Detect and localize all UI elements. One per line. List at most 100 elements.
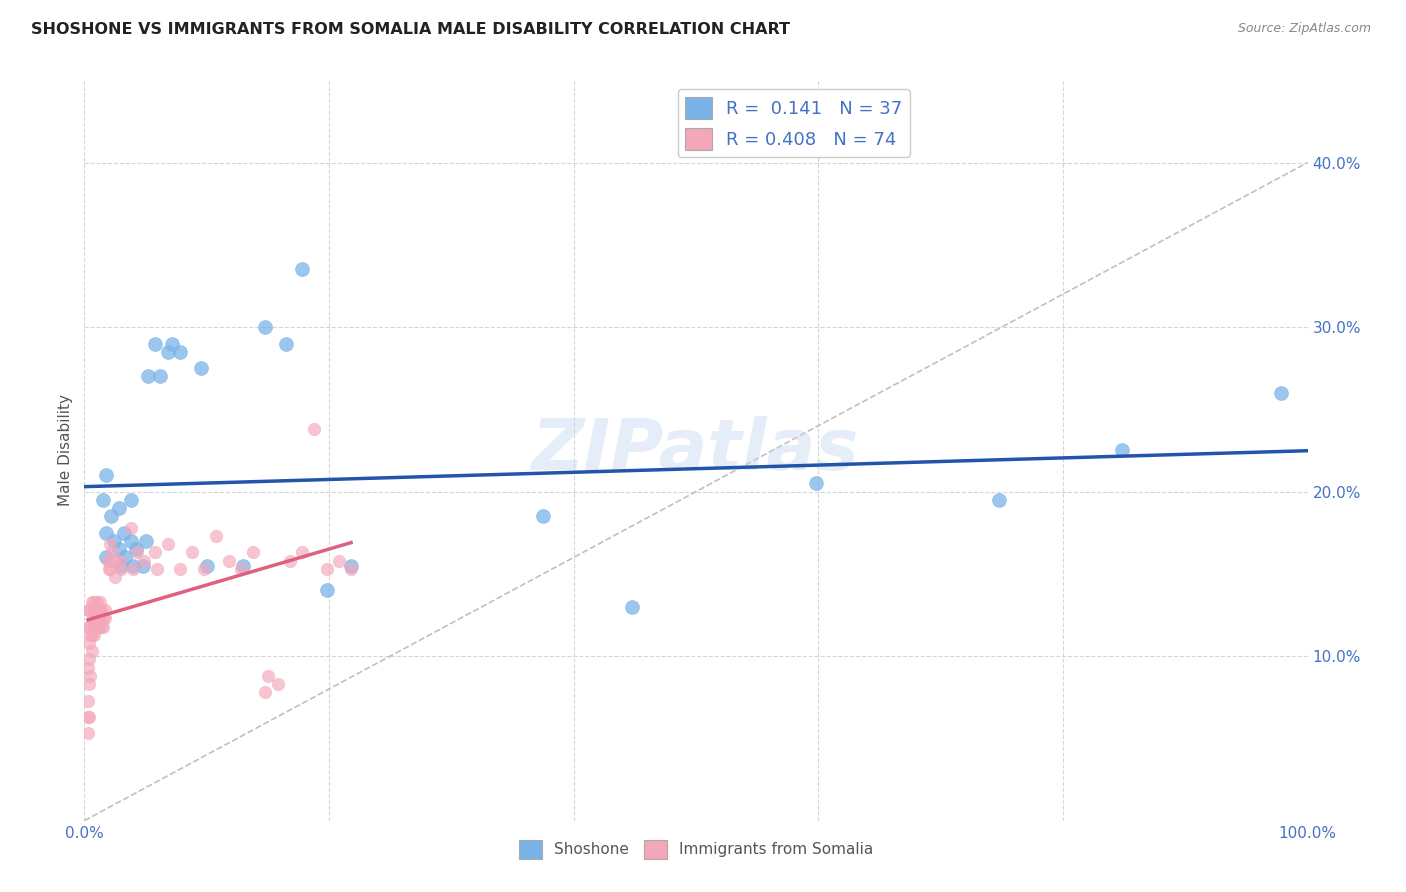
Point: [98, 562, 121, 576]
Point: [134, 554, 156, 568]
Point: [84, 619, 107, 633]
Point: [162, 336, 184, 351]
Point: [132, 558, 155, 573]
Point: [79, 669, 101, 683]
Point: [145, 562, 167, 576]
Point: [190, 361, 212, 376]
Point: [87, 603, 110, 617]
Point: [804, 476, 827, 491]
Y-axis label: Male Disability: Male Disability: [58, 394, 73, 507]
Point: [77, 636, 100, 650]
Point: [82, 603, 104, 617]
Point: [254, 685, 277, 699]
Point: [87, 619, 110, 633]
Text: ZIPatlas: ZIPatlas: [533, 416, 859, 485]
Point: [135, 533, 157, 548]
Point: [86, 619, 108, 633]
Point: [91, 619, 114, 633]
Point: [328, 554, 350, 568]
Text: SHOSHONE VS IMMIGRANTS FROM SOMALIA MALE DISABILITY CORRELATION CHART: SHOSHONE VS IMMIGRANTS FROM SOMALIA MALE…: [31, 22, 790, 37]
Point: [112, 525, 135, 540]
Point: [77, 677, 100, 691]
Point: [83, 628, 105, 642]
Point: [80, 644, 103, 658]
Point: [77, 710, 100, 724]
Point: [315, 562, 337, 576]
Point: [103, 533, 125, 548]
Point: [107, 501, 129, 516]
Point: [80, 595, 103, 609]
Point: [315, 583, 337, 598]
Point: [120, 492, 142, 507]
Point: [89, 595, 111, 609]
Point: [108, 554, 131, 568]
Text: Source: ZipAtlas.com: Source: ZipAtlas.com: [1237, 22, 1371, 36]
Point: [181, 545, 204, 559]
Point: [125, 542, 148, 557]
Point: [94, 611, 117, 625]
Point: [86, 603, 108, 617]
Point: [104, 570, 127, 584]
Point: [77, 652, 100, 666]
Point: [531, 509, 554, 524]
Point: [621, 599, 644, 614]
Point: [291, 262, 314, 277]
Point: [291, 545, 314, 559]
Point: [82, 611, 104, 625]
Point: [98, 537, 121, 551]
Point: [84, 611, 107, 625]
Point: [122, 558, 145, 573]
Point: [89, 611, 111, 625]
Point: [101, 545, 124, 559]
Point: [77, 726, 100, 740]
Point: [136, 369, 159, 384]
Point: [193, 562, 215, 576]
Point: [120, 533, 142, 548]
Legend: Shoshone, Immigrants from Somalia: Shoshone, Immigrants from Somalia: [513, 834, 879, 865]
Point: [218, 554, 240, 568]
Point: [82, 619, 104, 633]
Point: [87, 619, 110, 633]
Point: [94, 603, 117, 617]
Point: [278, 554, 301, 568]
Point: [232, 558, 254, 573]
Point: [87, 611, 110, 625]
Point: [120, 521, 142, 535]
Point: [100, 509, 122, 524]
Point: [988, 492, 1011, 507]
Point: [103, 554, 125, 568]
Point: [83, 619, 105, 633]
Point: [304, 422, 326, 436]
Point: [169, 344, 191, 359]
Point: [195, 558, 218, 573]
Point: [1270, 385, 1292, 400]
Point: [242, 545, 264, 559]
Point: [149, 369, 172, 384]
Point: [77, 603, 100, 617]
Point: [110, 562, 132, 576]
Point: [156, 344, 179, 359]
Point: [276, 336, 298, 351]
Point: [340, 562, 363, 576]
Point: [96, 525, 118, 540]
Point: [77, 619, 100, 633]
Point: [156, 537, 179, 551]
Point: [79, 628, 101, 642]
Point: [229, 562, 252, 576]
Point: [87, 603, 110, 617]
Point: [77, 710, 100, 724]
Point: [340, 558, 363, 573]
Point: [97, 554, 120, 568]
Point: [90, 619, 112, 633]
Point: [96, 550, 118, 565]
Point: [107, 542, 129, 557]
Point: [1111, 443, 1133, 458]
Point: [122, 562, 145, 576]
Point: [77, 660, 100, 674]
Point: [91, 492, 114, 507]
Point: [91, 611, 114, 625]
Point: [143, 336, 166, 351]
Point: [125, 545, 148, 559]
Point: [86, 595, 108, 609]
Point: [266, 677, 288, 691]
